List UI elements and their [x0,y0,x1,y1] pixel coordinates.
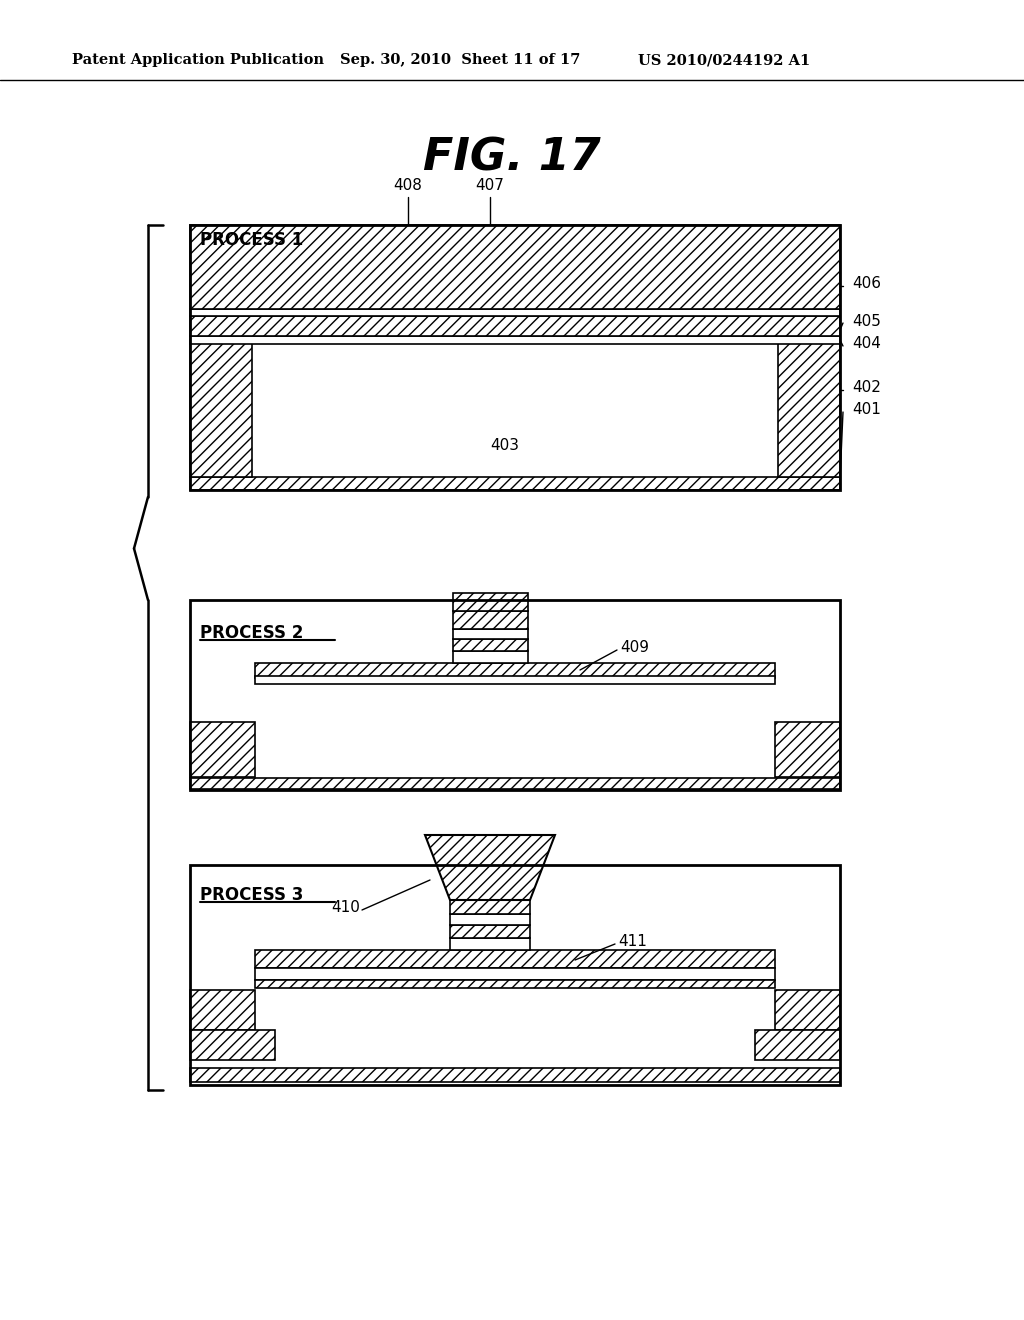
Text: PROCESS 2: PROCESS 2 [200,624,303,642]
Text: 408: 408 [393,178,423,193]
Bar [450,939,530,950]
Bar [190,224,840,309]
Text: PROCESS 1: PROCESS 1 [200,231,303,249]
Bar [190,309,840,315]
Text: PROCESS 3: PROCESS 3 [200,886,303,904]
Bar [755,1030,840,1060]
Bar [190,341,252,477]
Text: Patent Application Publication: Patent Application Publication [72,53,324,67]
Bar [453,630,528,639]
Bar [778,341,840,477]
Polygon shape [425,836,555,900]
Bar [255,663,775,678]
Text: US 2010/0244192 A1: US 2010/0244192 A1 [638,53,810,67]
Bar [255,979,775,987]
Bar [453,651,528,663]
Text: 406: 406 [852,276,881,292]
Bar [255,676,775,684]
Bar [190,477,840,490]
Bar [255,950,775,968]
Text: Sep. 30, 2010  Sheet 11 of 17: Sep. 30, 2010 Sheet 11 of 17 [340,53,581,67]
Text: 403: 403 [490,437,519,453]
Bar [775,722,840,777]
Bar [450,925,530,939]
Bar [190,337,840,345]
Text: 411: 411 [618,935,647,949]
Bar [453,611,528,630]
Text: 405: 405 [852,314,881,329]
Bar [190,1068,840,1082]
Bar [190,601,840,789]
Bar [450,913,530,925]
Bar [190,865,840,1085]
Text: 410: 410 [331,900,360,916]
Bar [450,900,530,913]
Bar [190,777,840,789]
Text: 402: 402 [852,380,881,396]
Text: 401: 401 [852,403,881,417]
Bar [190,1030,275,1060]
Bar [190,315,840,337]
Bar [255,968,775,979]
Text: FIG. 17: FIG. 17 [423,136,601,180]
Bar [775,990,840,1030]
Bar [190,990,255,1030]
Bar [453,639,528,651]
Bar [190,224,840,490]
Text: 409: 409 [620,640,649,656]
Text: 407: 407 [475,178,505,193]
Bar [453,593,528,611]
Bar [190,722,255,777]
Text: 404: 404 [852,337,881,351]
